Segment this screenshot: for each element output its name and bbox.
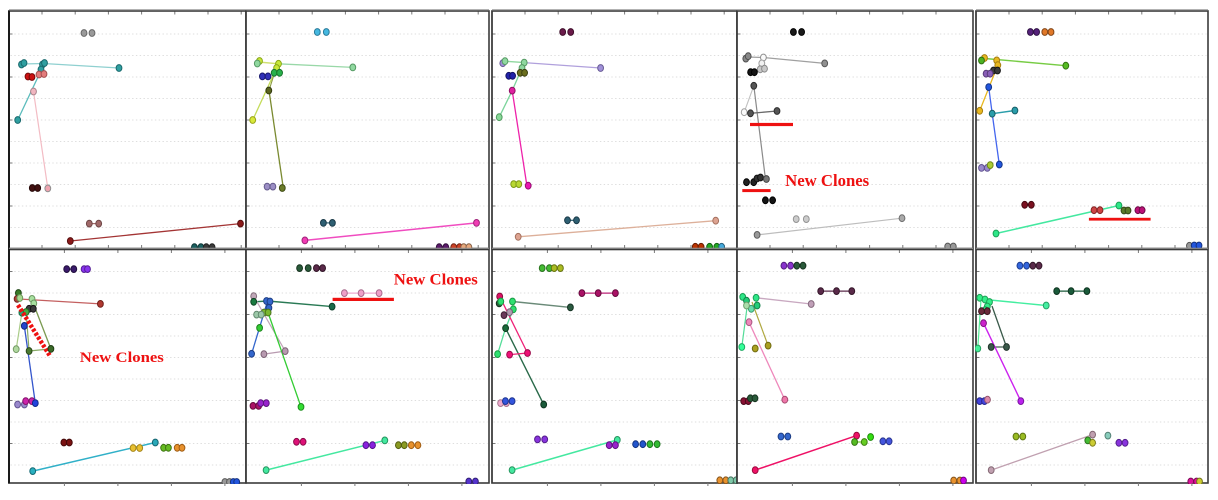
svg-text:New Clones: New Clones [785,171,870,190]
svg-text:New Clones: New Clones [80,350,164,366]
svg-text:New Clones: New Clones [394,272,478,289]
